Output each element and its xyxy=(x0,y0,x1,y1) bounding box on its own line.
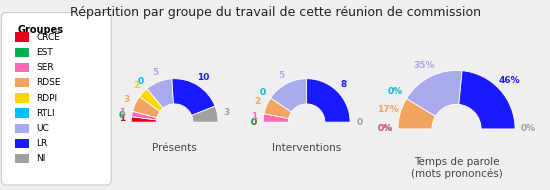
Text: NI: NI xyxy=(36,154,46,163)
FancyBboxPatch shape xyxy=(15,93,29,103)
Text: 5: 5 xyxy=(278,71,285,80)
Text: 46%: 46% xyxy=(498,76,520,86)
FancyBboxPatch shape xyxy=(15,124,29,133)
Wedge shape xyxy=(140,89,163,111)
Text: 2: 2 xyxy=(133,81,139,90)
Text: 0: 0 xyxy=(251,118,257,127)
Text: 0%: 0% xyxy=(377,124,393,133)
Wedge shape xyxy=(398,99,436,129)
Text: 0%: 0% xyxy=(388,87,403,96)
Text: 3: 3 xyxy=(124,95,130,104)
Wedge shape xyxy=(191,106,218,122)
FancyBboxPatch shape xyxy=(15,108,29,118)
Text: 0%: 0% xyxy=(377,124,393,133)
Text: Répartition par groupe du travail de cette réunion de commission: Répartition par groupe du travail de cet… xyxy=(69,6,481,19)
FancyBboxPatch shape xyxy=(15,154,29,163)
Text: 0: 0 xyxy=(356,118,362,127)
Wedge shape xyxy=(131,117,157,122)
Text: LR: LR xyxy=(36,139,47,148)
Text: Temps de parole
(mots prononcés): Temps de parole (mots prononcés) xyxy=(411,157,502,179)
Text: 1: 1 xyxy=(251,112,257,121)
Text: Groupes: Groupes xyxy=(18,25,64,35)
Text: RDPI: RDPI xyxy=(36,93,57,103)
Text: 1: 1 xyxy=(119,108,125,117)
Text: Présents: Présents xyxy=(152,143,197,153)
Wedge shape xyxy=(271,79,307,112)
Text: 0: 0 xyxy=(119,111,125,120)
FancyBboxPatch shape xyxy=(15,48,29,57)
Wedge shape xyxy=(406,70,462,116)
Text: RTLI: RTLI xyxy=(36,109,54,118)
Text: 35%: 35% xyxy=(414,61,435,70)
Wedge shape xyxy=(459,71,515,129)
Wedge shape xyxy=(264,98,292,119)
Text: UC: UC xyxy=(36,124,49,133)
Text: 0: 0 xyxy=(260,88,266,97)
Text: 0: 0 xyxy=(251,118,257,127)
Text: 0%: 0% xyxy=(388,87,403,96)
Text: 0: 0 xyxy=(138,77,144,86)
FancyBboxPatch shape xyxy=(15,63,29,72)
FancyBboxPatch shape xyxy=(2,13,111,185)
Text: EST: EST xyxy=(36,48,53,57)
Text: RDSE: RDSE xyxy=(36,78,60,87)
Text: SER: SER xyxy=(36,63,54,72)
Text: 3: 3 xyxy=(224,108,230,117)
Wedge shape xyxy=(307,79,350,122)
Text: 1: 1 xyxy=(119,114,125,123)
Text: CRCE: CRCE xyxy=(36,33,60,42)
Wedge shape xyxy=(133,97,160,118)
FancyBboxPatch shape xyxy=(15,78,29,87)
Wedge shape xyxy=(172,79,215,116)
FancyBboxPatch shape xyxy=(15,32,29,42)
Wedge shape xyxy=(131,111,157,120)
Text: 10: 10 xyxy=(197,73,209,82)
Text: 2: 2 xyxy=(255,97,261,106)
Wedge shape xyxy=(147,79,173,108)
Text: 17%: 17% xyxy=(377,105,399,114)
Text: 8: 8 xyxy=(341,80,347,89)
Text: 0%: 0% xyxy=(520,124,536,133)
Text: Interventions: Interventions xyxy=(272,143,341,153)
Wedge shape xyxy=(263,114,289,122)
Text: 0%: 0% xyxy=(377,124,393,133)
Text: 5: 5 xyxy=(152,68,158,77)
FancyBboxPatch shape xyxy=(15,139,29,148)
Text: 0: 0 xyxy=(260,88,266,97)
